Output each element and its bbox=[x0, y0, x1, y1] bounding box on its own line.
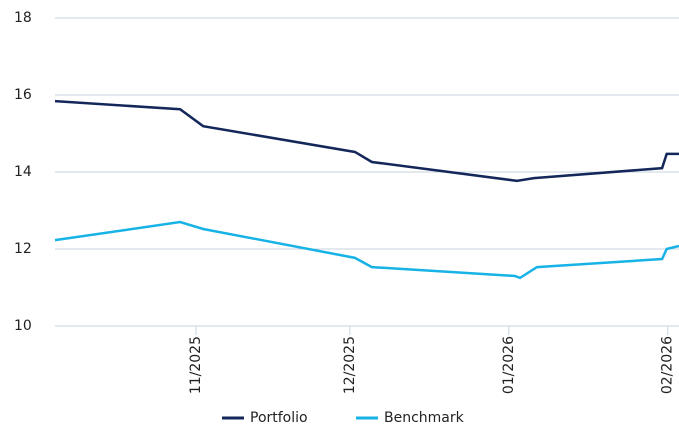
y-tick-label: 12 bbox=[14, 241, 32, 257]
x-tick-label: 12/2025 bbox=[342, 336, 358, 394]
legend-label: Portfolio bbox=[250, 410, 308, 425]
x-tick-label: 11/2025 bbox=[188, 336, 204, 394]
x-tick-label: 01/2026 bbox=[501, 336, 517, 394]
series-line bbox=[54, 220, 679, 280]
y-tick-label: 18 bbox=[14, 10, 32, 26]
series-line bbox=[54, 99, 679, 183]
y-tick-label: 14 bbox=[14, 164, 32, 180]
y-tick-label: 10 bbox=[14, 318, 32, 334]
y-tick-label: 16 bbox=[14, 87, 32, 103]
x-tick-label: 02/2026 bbox=[660, 336, 676, 394]
legend-label: Benchmark bbox=[384, 410, 465, 425]
